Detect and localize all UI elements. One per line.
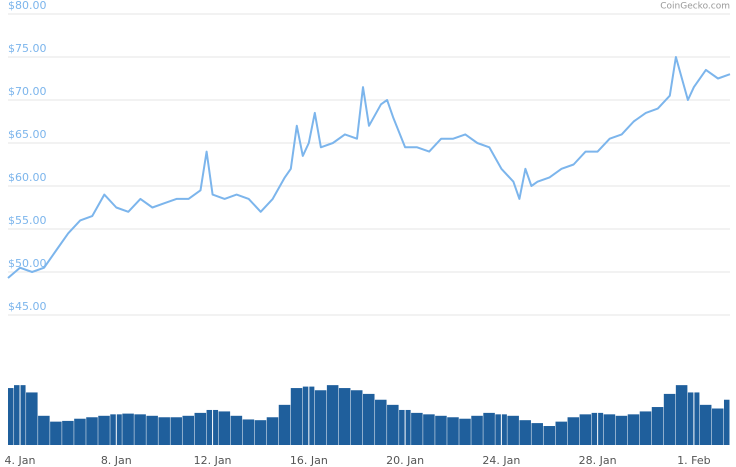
- volume-bar: [326, 385, 339, 445]
- volume-bar: [723, 399, 730, 445]
- x-tick-label: 24. Jan: [482, 454, 520, 467]
- volume-bar: [314, 390, 327, 445]
- credit: CoinGecko.com: [660, 2, 730, 12]
- volume-bar: [375, 399, 387, 445]
- y-tick-label: $65.00: [8, 128, 47, 141]
- volume-bar: [483, 412, 495, 445]
- volume-bar: [663, 393, 676, 445]
- volume-bar: [579, 414, 592, 445]
- volume-bar: [651, 407, 664, 445]
- volume-bar: [435, 415, 447, 445]
- volume-bar: [278, 404, 291, 445]
- volume-bar: [182, 415, 195, 445]
- price-line: [7, 56, 731, 279]
- volume-bar: [134, 414, 146, 445]
- volume-bar: [519, 420, 531, 445]
- volume-bar: [26, 392, 38, 445]
- y-tick-label: $55.00: [8, 214, 47, 227]
- volume-bar: [350, 390, 363, 445]
- volume-bar: [98, 415, 110, 445]
- volume-bar: [8, 388, 14, 445]
- volume-bar: [362, 393, 375, 445]
- volume-bar: [230, 415, 243, 445]
- volume-bar: [266, 417, 279, 445]
- x-tick-label: 28. Jan: [579, 454, 617, 467]
- x-tick-label: 8. Jan: [101, 454, 132, 467]
- volume-bar: [338, 388, 351, 445]
- volume-bar: [411, 412, 423, 445]
- volume-bar: [471, 415, 483, 445]
- volume-bar: [567, 417, 580, 445]
- volume-bar: [459, 418, 471, 445]
- volume-bar: [254, 420, 267, 445]
- volume-bar: [603, 414, 616, 445]
- x-tick-label: 20. Jan: [386, 454, 424, 467]
- x-tick-label: 1. Feb: [677, 454, 710, 467]
- volume-bar: [50, 421, 62, 445]
- volume-bar: [62, 420, 74, 445]
- volume-bar: [218, 411, 231, 445]
- volume-bar: [170, 417, 182, 445]
- volume-bar: [74, 418, 86, 445]
- y-tick-label: $45.00: [8, 300, 47, 313]
- volume-bar: [555, 421, 568, 445]
- volume-bar: [543, 426, 556, 445]
- volume-bar: [675, 385, 688, 445]
- y-tick-label: $50.00: [8, 257, 47, 270]
- volume-bar: [146, 415, 158, 445]
- volume-bar: [627, 414, 640, 445]
- x-tick-label: 16. Jan: [290, 454, 328, 467]
- volume-bar: [38, 415, 50, 445]
- volume-bar: [447, 417, 459, 445]
- volume-bar: [387, 404, 399, 445]
- volume-bar: [158, 417, 170, 445]
- volume-bar: [531, 423, 543, 445]
- x-tick-label: 4. Jan: [5, 454, 36, 467]
- y-tick-label: $70.00: [8, 85, 47, 98]
- volume-bar: [507, 415, 519, 445]
- volume-bar: [194, 412, 207, 445]
- y-tick-label: $60.00: [8, 171, 47, 184]
- x-tick-label: 12. Jan: [194, 454, 232, 467]
- volume-bar: [122, 413, 134, 445]
- y-tick-label: $75.00: [8, 42, 47, 55]
- volume-bar: [86, 417, 98, 445]
- volume-bar: [639, 411, 652, 445]
- volume-bar: [615, 415, 628, 445]
- volume-bar: [711, 408, 724, 445]
- volume-bar: [699, 404, 712, 445]
- volume-bar: [290, 388, 303, 445]
- volume-bar: [242, 419, 255, 445]
- volume-bar: [423, 414, 435, 445]
- y-tick-label: $80.00: [8, 0, 47, 12]
